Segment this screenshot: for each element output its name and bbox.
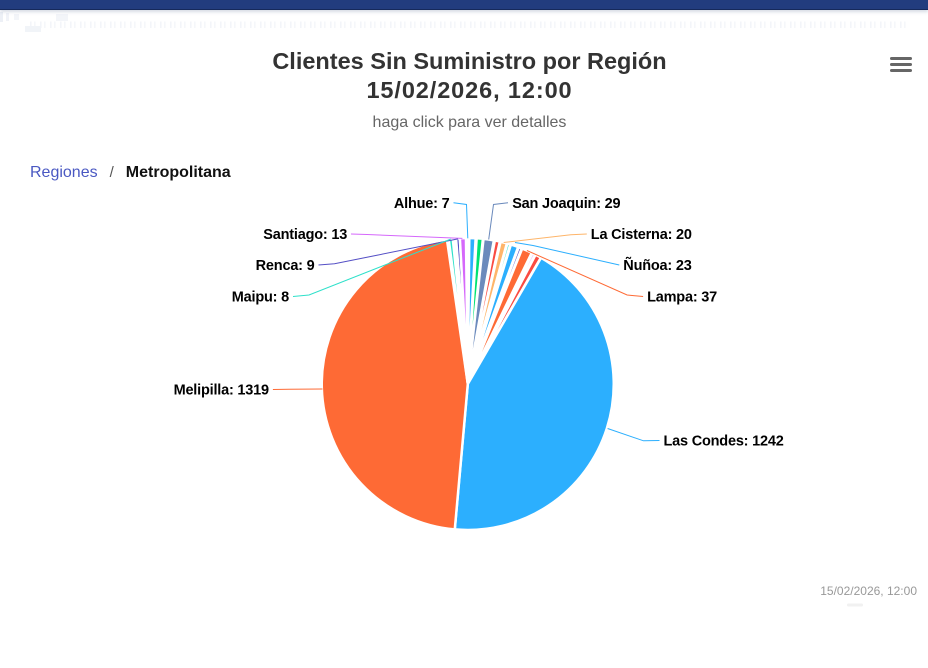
svg-text:La Cisterna: 20: La Cisterna: 20 [591,227,692,243]
svg-text:Melipilla: 1319: Melipilla: 1319 [174,383,269,399]
svg-text:Renca: 9: Renca: 9 [256,258,315,274]
svg-text:Ñuñoa: 23: Ñuñoa: 23 [623,256,691,274]
svg-text:Santiago: 13: Santiago: 13 [263,227,347,243]
svg-text:San Joaquin: 29: San Joaquin: 29 [512,196,620,212]
svg-text:Las Condes: 1242: Las Condes: 1242 [664,434,784,450]
svg-text:Maipu: 8: Maipu: 8 [232,290,289,306]
svg-text:Lampa: 37: Lampa: 37 [647,290,717,306]
svg-text:Alhue: 7: Alhue: 7 [394,196,450,212]
